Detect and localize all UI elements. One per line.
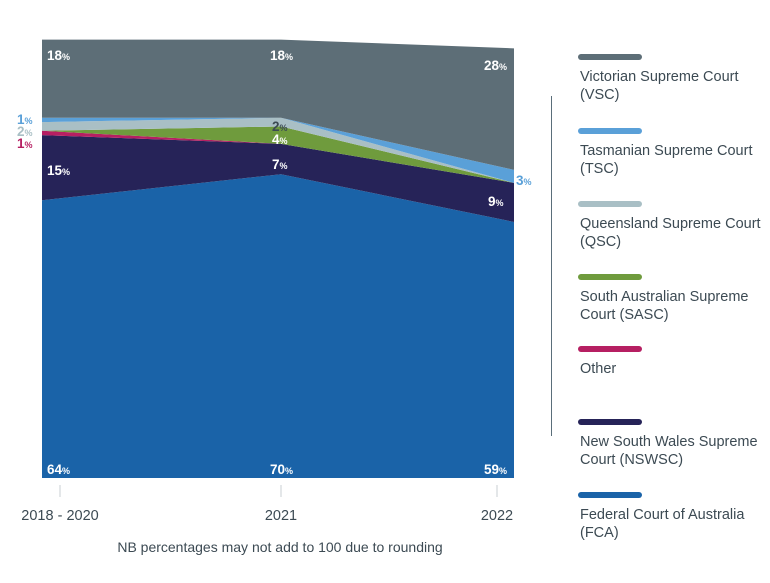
area-new-south-wales-supreme-court (42, 135, 514, 222)
data-label-tsc-2: 3% (516, 173, 532, 188)
area-queensland-supreme-court (42, 117, 514, 183)
legend-item-other: Other (568, 346, 768, 378)
legend-item-fca: Federal Court of Australia (FCA) (568, 492, 768, 542)
data-label-sasc-1: 4% (272, 132, 288, 147)
legend-divider (551, 96, 552, 436)
legend-label-nswsc: New South Wales Supreme Court (NSWSC) (580, 434, 758, 468)
data-label-nswsc-2: 9% (488, 194, 504, 209)
legend-swatch-other (578, 346, 642, 352)
data-label-fca-2: 59% (484, 462, 507, 477)
legend-item-sasc: South Australian Supreme Court (SASC) (568, 274, 768, 324)
legend-label-other: Other (580, 361, 617, 377)
footnote: NB percentages may not add to 100 due to… (117, 539, 443, 555)
data-label-vsc-2: 28% (484, 58, 507, 73)
data-label-nswsc-1: 7% (272, 157, 288, 172)
data-label-vsc-0: 18% (47, 48, 70, 63)
legend-label-tsc: Tasmanian Supreme Court (TSC) (580, 143, 753, 177)
data-label-qsc-1: 2% (272, 119, 288, 134)
data-label-qsc-0: 2% (17, 124, 33, 139)
area-south-australian-supreme-court (42, 126, 514, 183)
x-tick-label-1: 2021 (265, 508, 297, 524)
data-label-vsc-1: 18% (270, 48, 293, 63)
legend-label-vsc: Victorian Supreme Court (VSC) (580, 69, 739, 103)
legend-swatch-tsc (578, 128, 642, 134)
data-label-fca-0: 64% (47, 462, 70, 477)
legend-swatch-fca (578, 492, 642, 498)
legend-item-qsc: Queensland Supreme Court (QSC) (568, 201, 768, 251)
legend-swatch-qsc (578, 201, 642, 207)
data-label-other-0: 1% (17, 136, 33, 151)
legend-label-qsc: Queensland Supreme Court (QSC) (580, 216, 761, 250)
data-label-fca-1: 70% (270, 462, 293, 477)
legend-label-sasc: South Australian Supreme Court (SASC) (580, 289, 749, 323)
legend-item-tsc: Tasmanian Supreme Court (TSC) (568, 128, 768, 178)
x-tick-label-0: 2018 - 2020 (21, 508, 98, 524)
x-tick-label-2: 2022 (481, 508, 513, 524)
legend-swatch-nswsc (578, 419, 642, 425)
data-label-tsc-0: 1% (17, 112, 33, 127)
legend-label-fca: Federal Court of Australia (FCA) (580, 507, 745, 541)
area-tasmanian-supreme-court (42, 117, 514, 183)
data-label-nswsc-0: 15% (47, 163, 70, 178)
legend-swatch-vsc (578, 54, 642, 60)
legend-item-vsc: Victorian Supreme Court (VSC) (568, 54, 768, 104)
area-victorian-supreme-court (42, 39, 514, 170)
legend-item-nswsc: New South Wales Supreme Court (NSWSC) (568, 419, 768, 469)
legend-swatch-sasc (578, 274, 642, 280)
area-other (42, 130, 514, 183)
legend: Victorian Supreme Court (VSC) Tasmanian … (568, 50, 768, 550)
area-federal-court-of-australia (42, 174, 514, 478)
